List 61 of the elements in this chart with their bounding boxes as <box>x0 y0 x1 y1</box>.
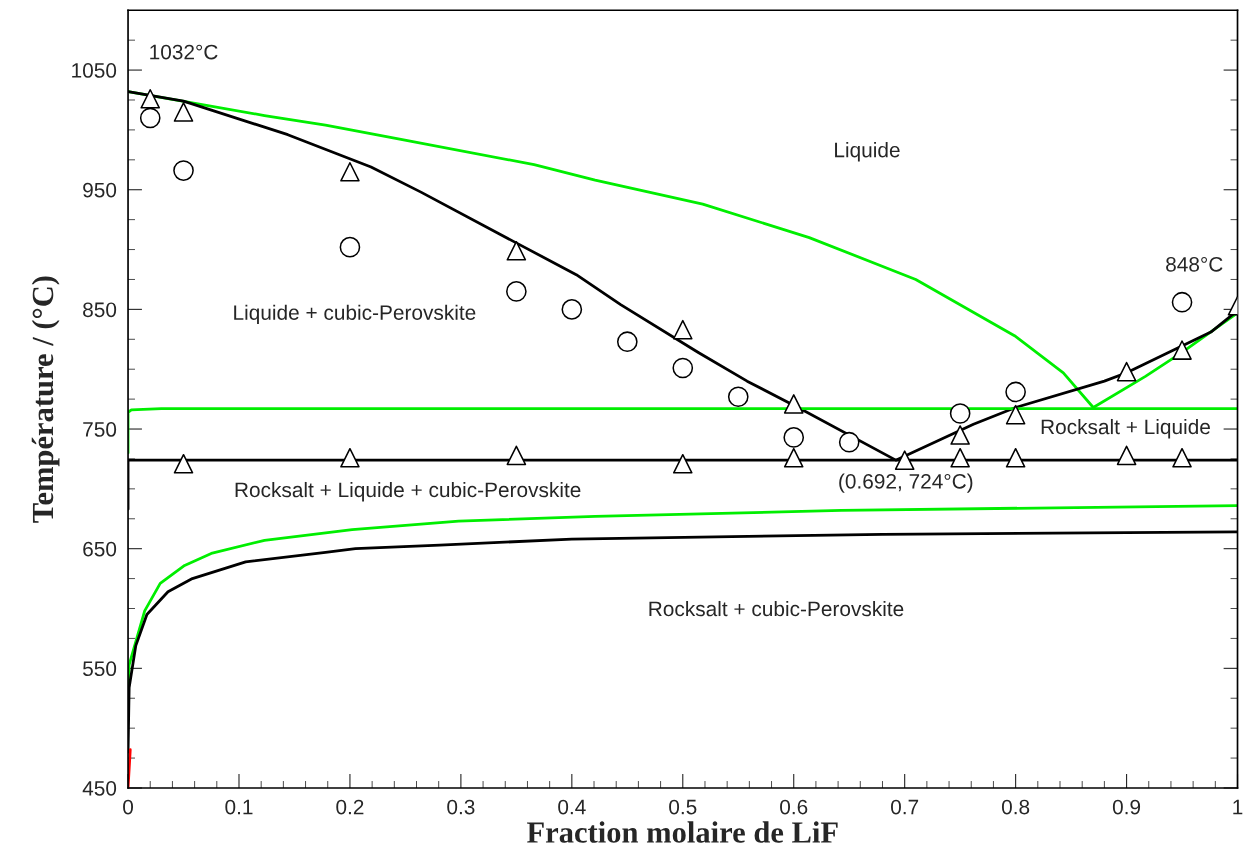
point <box>506 281 527 302</box>
y-tick-label: 650 <box>83 541 117 557</box>
annotation: Liquide + cubic-Perovskite <box>234 304 476 325</box>
point <box>894 450 915 470</box>
point <box>1005 381 1026 403</box>
point <box>950 447 970 468</box>
point <box>561 299 583 320</box>
x-tick-label: 0.3 <box>447 799 475 815</box>
point <box>139 107 161 129</box>
point <box>1005 404 1026 425</box>
annotation: Rocksalt + Liquide <box>1041 418 1210 439</box>
point <box>949 403 971 424</box>
y-tick-label: 950 <box>83 182 117 198</box>
point <box>506 445 527 466</box>
point <box>506 240 527 261</box>
x-tick-label: 0.7 <box>891 799 919 815</box>
x-tick-label: 1 <box>1233 799 1243 815</box>
point <box>838 431 860 453</box>
point <box>173 453 194 474</box>
point <box>1005 447 1026 468</box>
point <box>173 102 194 122</box>
point <box>1172 340 1192 360</box>
point <box>672 453 693 474</box>
point <box>950 425 970 445</box>
annotation: 848°C <box>1166 256 1223 272</box>
point <box>783 447 804 468</box>
annotation: Rocksalt + Liquide + cubic-Perovskite <box>235 481 581 502</box>
annotation: (0.692, 724°C) <box>839 473 973 493</box>
point <box>140 88 161 109</box>
y-tick-label: 450 <box>82 780 117 796</box>
point <box>340 447 360 468</box>
point <box>173 160 194 181</box>
x-tick-label: 0 <box>123 799 134 815</box>
point <box>1116 361 1137 382</box>
x-tick-label: 0.6 <box>780 799 808 815</box>
y-tick-label: 1050 <box>72 63 117 78</box>
x-axis-title: Fraction molaire de LiF <box>527 821 838 843</box>
point <box>1172 447 1192 468</box>
point <box>783 394 804 414</box>
x-tick-label: 0.1 <box>225 799 253 815</box>
annotation: Liquide <box>835 142 900 162</box>
point <box>1116 445 1137 466</box>
point <box>783 427 805 448</box>
y-tick-label: 750 <box>83 422 117 437</box>
x-tick-label: 0.9 <box>1112 799 1141 815</box>
x-tick-label: 0.5 <box>669 799 697 815</box>
point <box>340 161 360 182</box>
point <box>616 331 638 353</box>
y-axis-title: Température / (°C) <box>31 276 60 523</box>
point <box>672 357 694 379</box>
y-tick-label: 850 <box>83 302 117 318</box>
point <box>672 319 693 340</box>
point <box>1171 291 1193 313</box>
y-tick-label: 550 <box>83 661 117 677</box>
point <box>339 236 361 258</box>
x-tick-label: 0.8 <box>1001 799 1030 815</box>
point <box>727 386 749 408</box>
x-tick-label: 0.2 <box>336 799 364 815</box>
x-tick-label: 0.4 <box>558 799 586 815</box>
annotation: 1032°C <box>150 44 218 60</box>
annotation: Rocksalt + cubic-Perovskite <box>649 600 904 617</box>
